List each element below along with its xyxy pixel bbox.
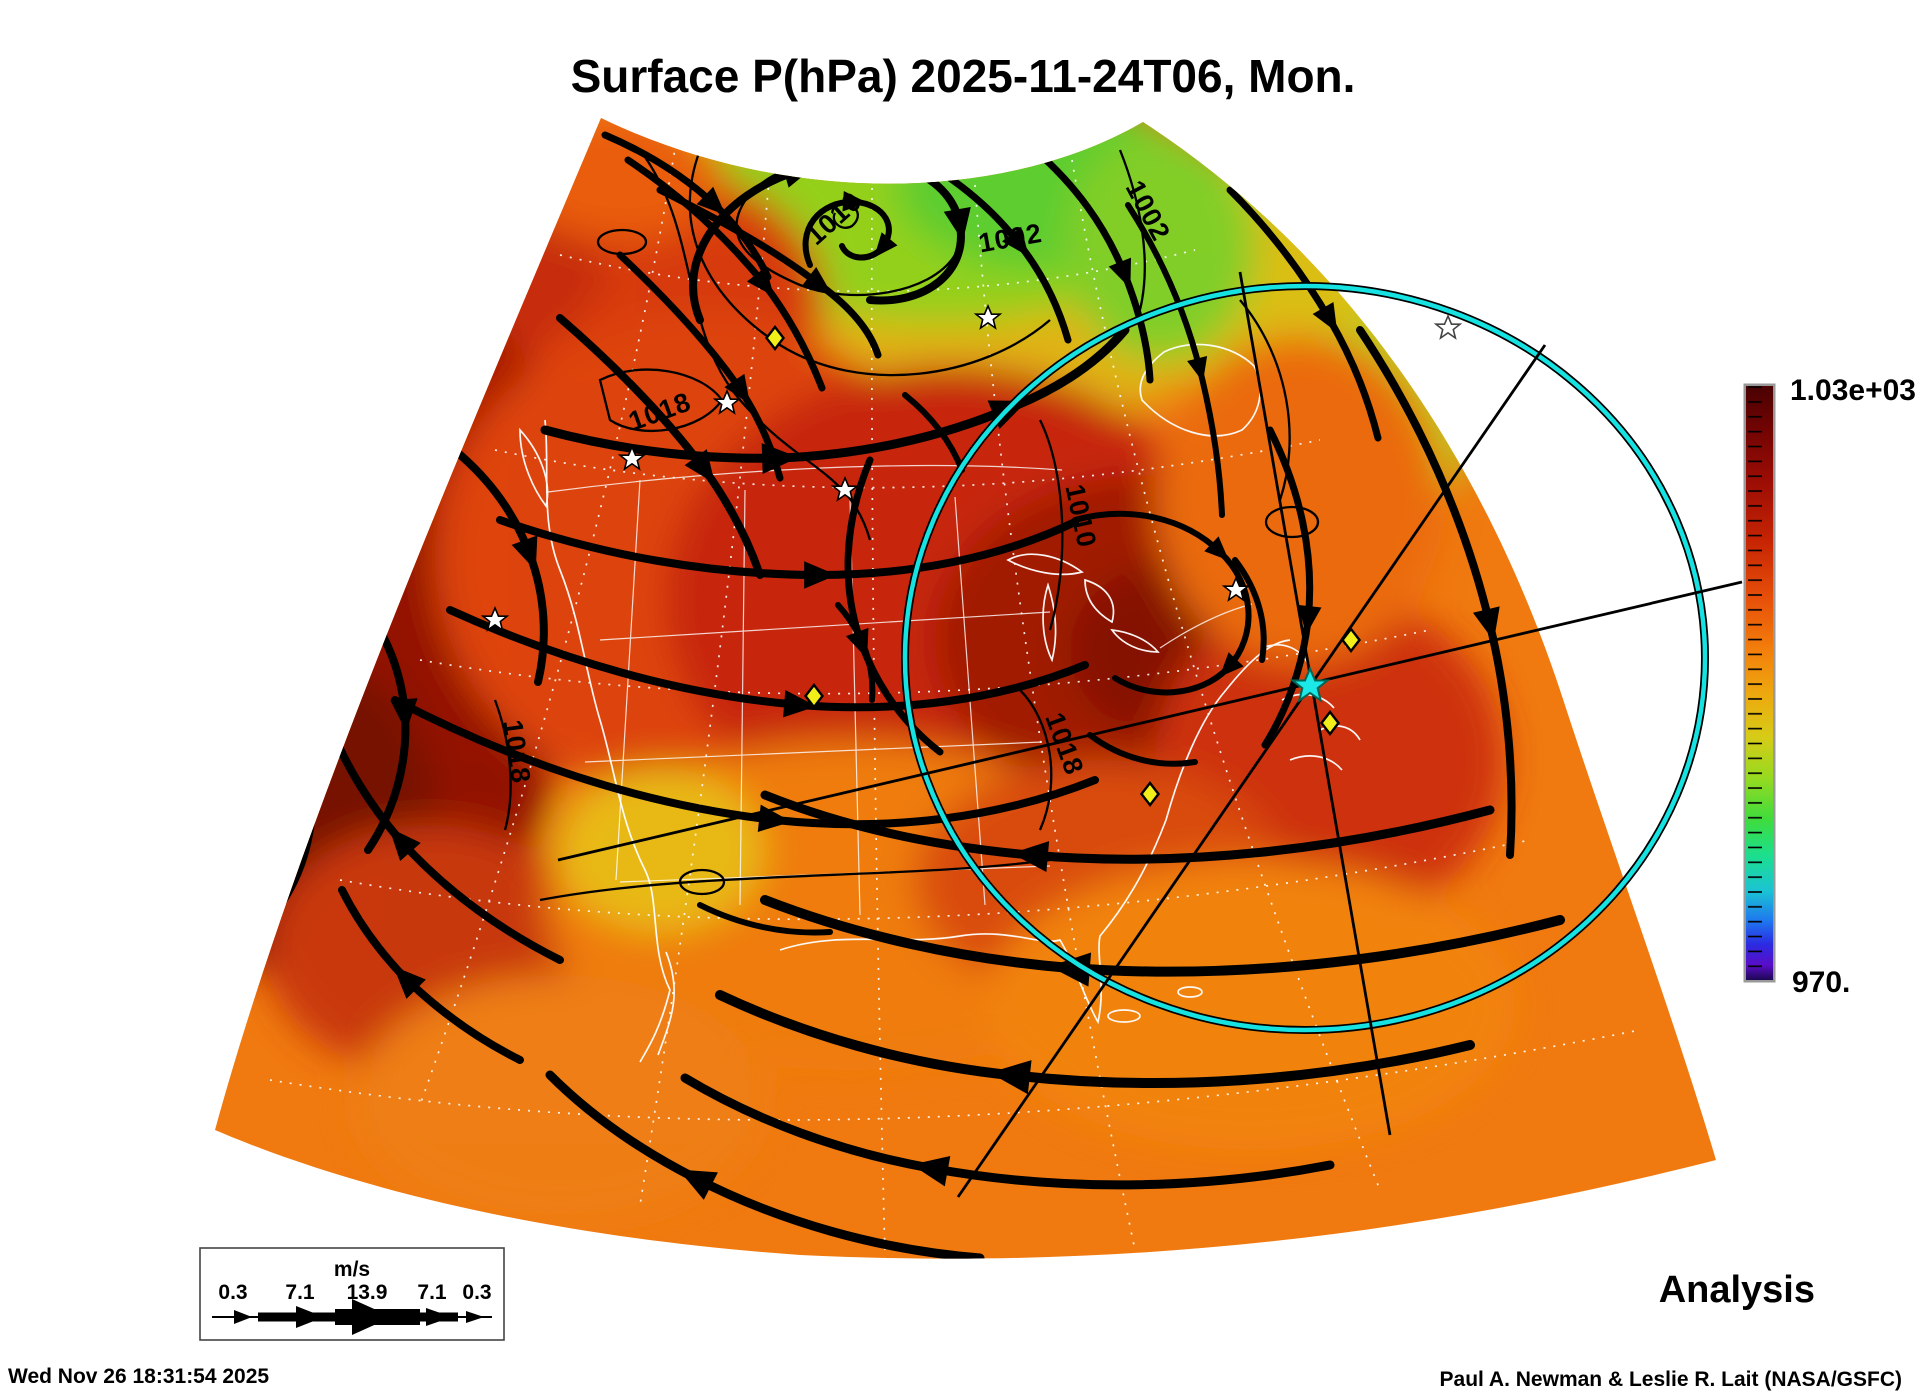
range-circle — [902, 283, 1708, 1033]
wind-legend-speed-1: 7.1 — [285, 1281, 315, 1304]
wind-speed-legend: m/s 0.3 7.1 13.9 7.1 0.3 — [199, 1247, 505, 1341]
wind-legend-speed-2: 13.9 — [347, 1281, 388, 1304]
colorbar-max-label: 1.03e+03 — [1790, 374, 1916, 407]
wind-legend-arrow — [212, 1299, 492, 1335]
crosshair-lines — [557, 271, 1743, 1198]
crosshair-line-shallow — [557, 580, 1743, 862]
graticule — [269, 142, 1641, 1259]
wind-streamlines — [228, 131, 1565, 1259]
page-title: Surface P(hPa) 2025-11-24T06, Mon. — [571, 50, 1356, 102]
colorbar-ticks — [1746, 386, 1773, 980]
wind-legend-unit: m/s — [334, 1258, 370, 1281]
wind-legend-speed-0: 0.3 — [218, 1281, 247, 1304]
creation-timestamp: Wed Nov 26 18:31:54 2025 — [8, 1365, 269, 1388]
outline-star-marker — [1435, 315, 1461, 339]
colorbar: 1.03e+03 970. — [1743, 374, 1916, 999]
wind-legend-speed-4: 0.3 — [462, 1281, 491, 1304]
range-ring-overlay — [901, 282, 1709, 1034]
crosshair-line-steep — [1238, 271, 1392, 1136]
colorbar-min-label: 970. — [1792, 966, 1850, 999]
analysis-label: Analysis — [1659, 1269, 1815, 1311]
credit-line: Paul A. Newman & Leslie R. Lait (NASA/GS… — [1440, 1368, 1902, 1391]
crosshair-line-diagonal — [956, 344, 1547, 1198]
map-wedge: 1010 1002 1002 1018 1010 1018 1018 — [215, 118, 1716, 1259]
wind-legend-speed-3: 7.1 — [417, 1281, 447, 1304]
